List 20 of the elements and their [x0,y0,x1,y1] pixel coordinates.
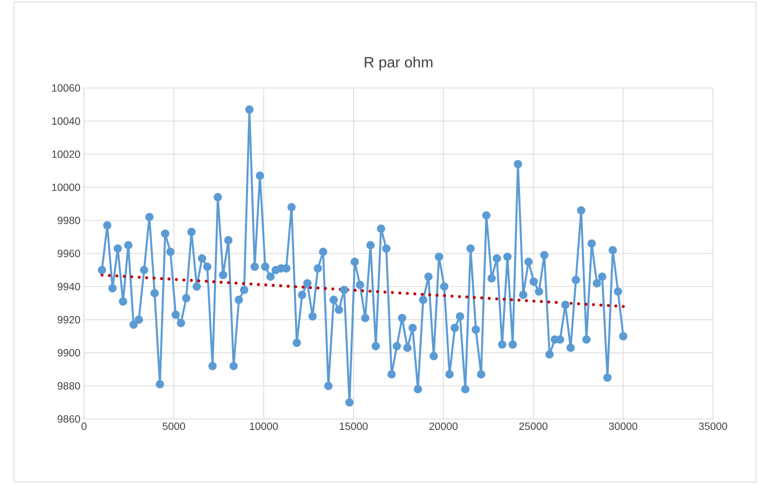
y-tick-label: 10000 [52,184,80,192]
x-tick-label: 20000 [429,422,458,430]
y-tick-label: 9860 [58,415,80,423]
x-tick-label: 30000 [608,422,638,430]
y-tick-label: 9960 [58,250,80,258]
x-tick-label: 5000 [162,422,186,430]
y-tick-label: 9880 [58,382,80,390]
y-tick-label: 10040 [52,117,80,125]
y-tick-label: 9940 [58,282,80,290]
x-tick-label: 10000 [250,422,278,430]
x-tick-label: 15000 [340,422,368,430]
y-tick-label: 9980 [58,216,80,224]
y-tick-label: 10060 [52,84,80,92]
y-tick-label: 10020 [52,150,80,158]
x-tick-label: 35000 [698,422,728,430]
x-tick-label: 0 [81,422,86,430]
chart-title: R par ohm [364,56,432,70]
x-tick-label: 25000 [519,422,548,430]
y-tick-label: 9900 [58,349,80,357]
y-tick-label: 9920 [58,316,80,324]
